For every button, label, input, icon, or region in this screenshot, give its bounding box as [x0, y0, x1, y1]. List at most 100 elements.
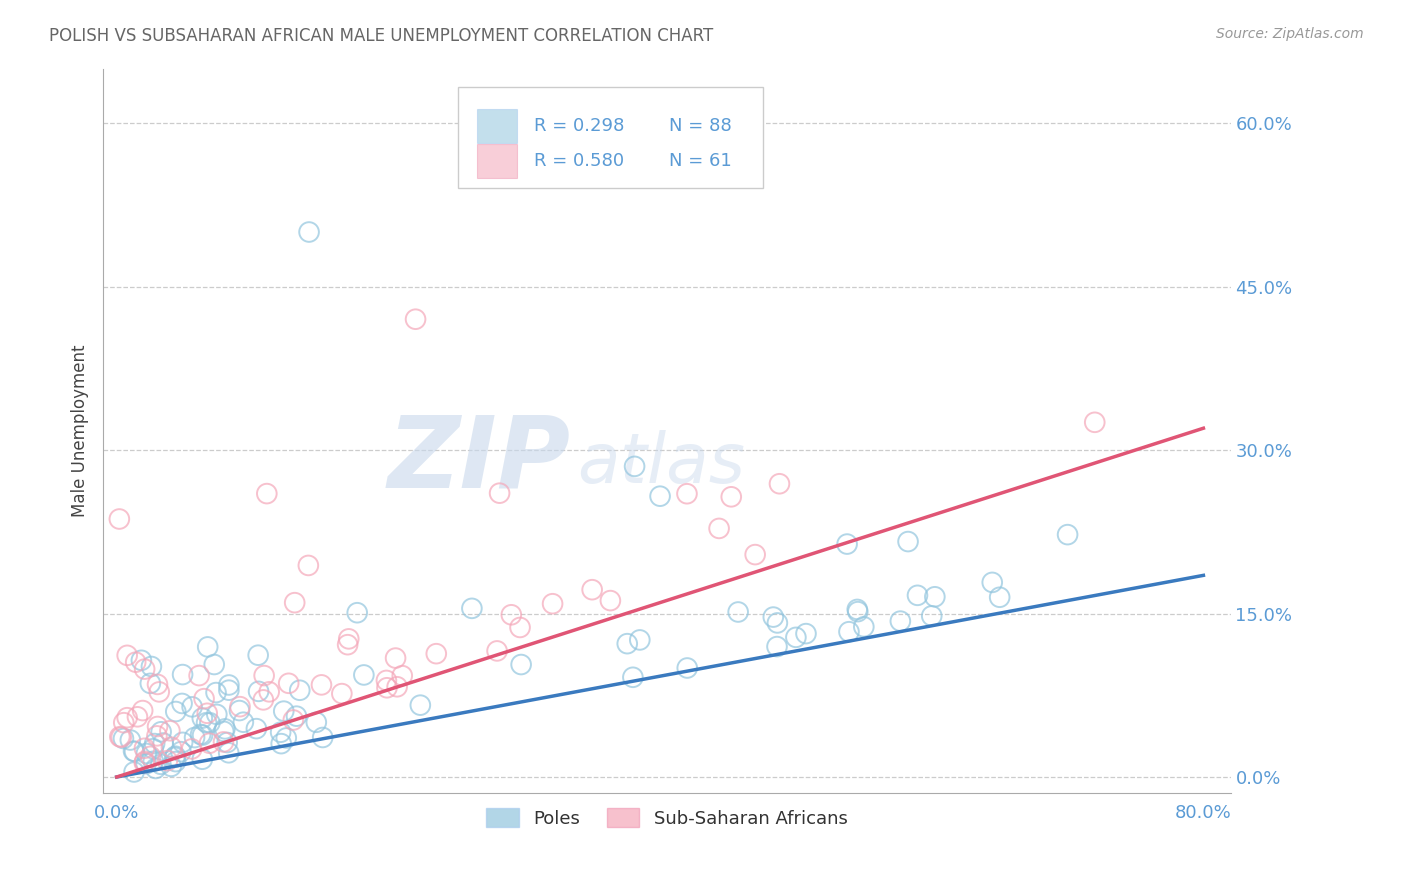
Point	[921, 608, 943, 623]
Text: R = 0.298: R = 0.298	[534, 117, 624, 135]
Point	[541, 597, 564, 611]
Point	[285, 709, 308, 723]
Point	[165, 705, 187, 719]
Point	[273, 704, 295, 718]
Point	[135, 747, 157, 761]
Point	[150, 724, 173, 739]
Point	[198, 736, 221, 750]
Point	[648, 489, 671, 503]
Point	[218, 678, 240, 692]
Point	[336, 638, 359, 652]
Point	[108, 730, 131, 744]
Point	[375, 681, 398, 695]
Point	[125, 655, 148, 669]
Point	[488, 486, 510, 500]
Point	[172, 735, 194, 749]
Point	[112, 731, 135, 746]
Point	[152, 736, 174, 750]
Point	[181, 699, 204, 714]
Point	[277, 676, 299, 690]
Point	[623, 459, 645, 474]
Point	[193, 691, 215, 706]
Point	[160, 740, 183, 755]
Point	[145, 762, 167, 776]
Point	[191, 752, 214, 766]
Point	[247, 648, 270, 663]
Point	[924, 590, 946, 604]
Point	[198, 715, 221, 730]
Point	[197, 640, 219, 654]
Legend: Poles, Sub-Saharan Africans: Poles, Sub-Saharan Africans	[479, 801, 855, 835]
Point	[385, 680, 408, 694]
Point	[988, 591, 1011, 605]
Point	[1084, 415, 1107, 429]
Point	[581, 582, 603, 597]
Point	[337, 632, 360, 646]
Point	[298, 225, 321, 239]
Point	[191, 728, 214, 742]
Point	[134, 755, 156, 769]
Point	[253, 668, 276, 682]
Point	[846, 602, 869, 616]
Point	[707, 521, 730, 535]
Point	[461, 601, 484, 615]
Point	[1056, 527, 1078, 541]
Point	[163, 750, 186, 764]
Point	[486, 644, 509, 658]
Point	[124, 744, 146, 758]
Point	[195, 706, 218, 721]
Point	[183, 731, 205, 745]
Point	[170, 697, 193, 711]
Point	[172, 667, 194, 681]
Point	[981, 575, 1004, 590]
Point	[141, 659, 163, 673]
Point	[384, 651, 406, 665]
Point	[122, 764, 145, 779]
Text: ZIP: ZIP	[388, 411, 571, 508]
Point	[425, 647, 447, 661]
Point	[108, 512, 131, 526]
Point	[131, 653, 153, 667]
Point	[229, 699, 252, 714]
Point	[228, 704, 250, 718]
Point	[143, 737, 166, 751]
Point	[120, 733, 142, 747]
Point	[846, 605, 869, 619]
Point	[599, 593, 621, 607]
Point	[134, 662, 156, 676]
Point	[170, 745, 193, 759]
Text: atlas: atlas	[576, 430, 745, 497]
Point	[112, 715, 135, 730]
Point	[110, 731, 132, 745]
Text: POLISH VS SUBSAHARAN AFRICAN MALE UNEMPLOYMENT CORRELATION CHART: POLISH VS SUBSAHARAN AFRICAN MALE UNEMPL…	[49, 27, 713, 45]
Point	[205, 707, 228, 722]
Point	[838, 624, 860, 639]
Point	[232, 715, 254, 730]
Text: R = 0.580: R = 0.580	[534, 152, 624, 170]
Point	[252, 693, 274, 707]
Point	[134, 756, 156, 770]
Point	[165, 749, 187, 764]
Point	[676, 116, 699, 130]
Point	[149, 757, 172, 772]
Text: N = 88: N = 88	[669, 117, 733, 135]
Point	[288, 683, 311, 698]
Point	[852, 620, 875, 634]
Point	[115, 648, 138, 663]
Point	[212, 724, 235, 739]
Point	[165, 755, 187, 769]
Point	[212, 735, 235, 749]
Point	[142, 741, 165, 756]
Point	[148, 685, 170, 699]
Point	[785, 631, 807, 645]
Point	[256, 486, 278, 500]
Point	[146, 719, 169, 733]
Point	[897, 534, 920, 549]
Point	[191, 711, 214, 725]
FancyBboxPatch shape	[458, 87, 762, 188]
Point	[727, 605, 749, 619]
Point	[720, 490, 742, 504]
Point	[907, 588, 929, 602]
Y-axis label: Male Unemployment: Male Unemployment	[72, 344, 89, 517]
Point	[330, 687, 353, 701]
